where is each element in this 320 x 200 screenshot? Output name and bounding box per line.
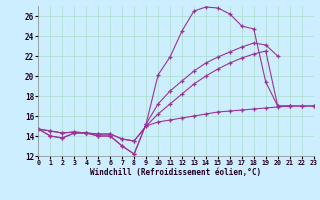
X-axis label: Windchill (Refroidissement éolien,°C): Windchill (Refroidissement éolien,°C) (91, 168, 261, 177)
